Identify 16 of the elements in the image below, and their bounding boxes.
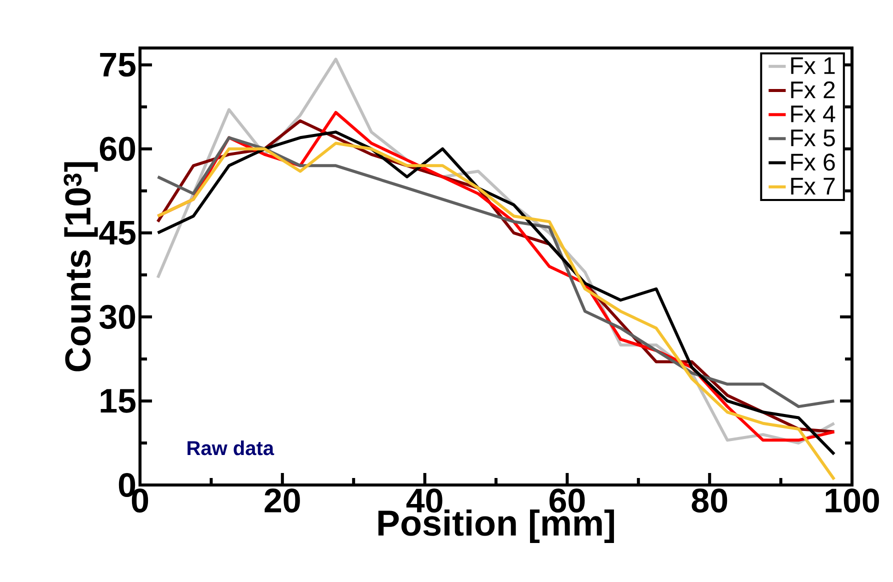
y-tick-label: 15 — [100, 389, 136, 413]
legend-label: Fx 5 — [791, 130, 835, 146]
legend-label: Fx 6 — [791, 154, 835, 171]
annotation: Raw data — [188, 440, 274, 456]
y-tick-label: 75 — [100, 52, 136, 77]
legend-label: Fx 4 — [791, 106, 836, 122]
y-tick-label: 45 — [99, 221, 136, 245]
x-tick-label: 100 — [826, 488, 879, 513]
x-tick-label: 80 — [692, 488, 728, 513]
legend-label: Fx 2 — [791, 81, 835, 98]
y-axis-title: Counts [10$^{3}$] — [64, 162, 98, 372]
legend-label: Fx 7 — [791, 178, 835, 194]
x-tick-label: 20 — [264, 488, 300, 513]
y-tick-label: 60 — [100, 136, 136, 161]
y-tick-label: 30 — [99, 304, 136, 329]
legend-label: Fx 1 — [791, 57, 835, 74]
